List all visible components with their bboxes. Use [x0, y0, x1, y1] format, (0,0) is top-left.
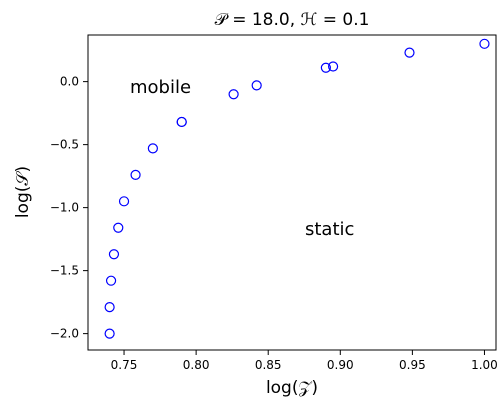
x-tick-label: 1.00 — [471, 358, 498, 372]
data-point — [327, 61, 339, 72]
region-label-static: static — [305, 219, 354, 240]
x-axis-label: log(𝒵) — [266, 378, 318, 398]
data-point — [176, 116, 187, 128]
y-tick-label: 0.0 — [60, 75, 79, 89]
x-tick-label: 0.75 — [111, 358, 138, 372]
data-point — [108, 249, 120, 260]
x-tick-label: 0.95 — [399, 358, 426, 372]
data-point — [113, 222, 124, 233]
data-point — [320, 62, 331, 73]
y-tick-label: −1.5 — [50, 264, 79, 278]
y-tick-label: −2.0 — [50, 327, 79, 341]
data-point — [118, 196, 130, 207]
data-point — [479, 38, 490, 49]
data-point — [404, 47, 415, 58]
data-point — [251, 80, 262, 91]
x-axis-ticks: 0.75 0.80 0.85 0.90 0.95 1.00 — [111, 350, 498, 372]
y-tick-label: −1.0 — [50, 201, 79, 215]
x-tick-label: 0.85 — [255, 358, 282, 372]
data-point — [228, 89, 239, 100]
y-axis-ticks: 0.0 −0.5 −1.0 −1.5 −2.0 — [50, 75, 88, 341]
region-label-mobile: mobile — [130, 77, 191, 98]
data-point — [104, 328, 115, 339]
y-axis-label: log(𝒮) — [13, 166, 33, 218]
y-tick-label: −0.5 — [50, 138, 79, 152]
data-point — [105, 275, 117, 286]
x-tick-label: 0.80 — [183, 358, 210, 372]
plot-area — [87, 34, 497, 351]
chart-title: 𝒫 = 18.0, ℋ = 0.1 — [215, 10, 370, 30]
data-point — [147, 143, 158, 154]
data-point — [130, 169, 141, 180]
x-tick-label: 0.90 — [327, 358, 354, 372]
data-points — [104, 38, 490, 339]
data-point — [104, 302, 115, 313]
